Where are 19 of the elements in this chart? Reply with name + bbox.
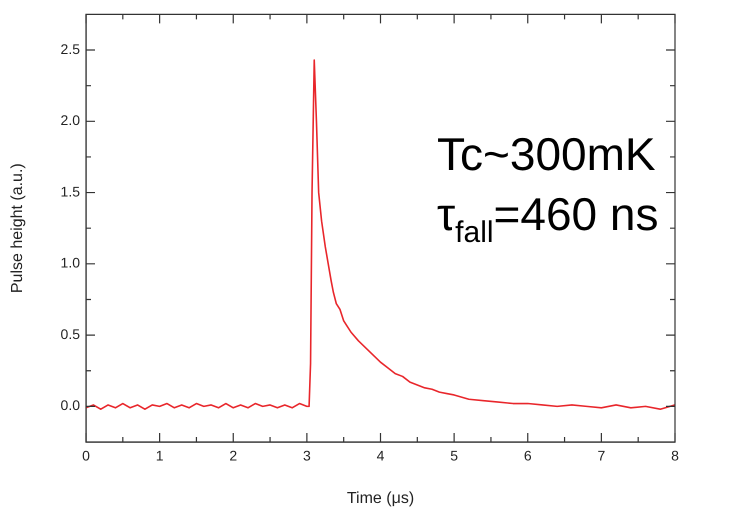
x-tick-label: 4: [376, 447, 385, 464]
x-tick-label: 3: [302, 447, 311, 464]
x-tick-label: 6: [524, 447, 532, 464]
annotation: τ$_{fall}$=460 ns: [436, 187, 660, 249]
y-tick-label: 2.5: [60, 40, 80, 57]
x-tick-label: 8: [671, 447, 680, 464]
x-tick-label: 7: [597, 447, 606, 464]
x-tick-label: 2: [229, 447, 238, 464]
annotation: Tc~300mK: [433, 126, 660, 182]
y-tick-label: 1.5: [60, 183, 80, 200]
y-axis-title: Pulse height (a.u.): [9, 163, 26, 294]
x-tick-label: 1: [156, 447, 164, 464]
y-tick-label: 0.0: [60, 397, 80, 414]
x-axis-title: Time (μs): [346, 490, 414, 507]
y-tick-label: 1.0: [60, 254, 80, 271]
x-tick-label: 5: [450, 447, 458, 464]
y-tick-label: 0.5: [60, 326, 80, 342]
x-tick-label: 0: [82, 447, 90, 464]
y-tick-label: 2.0: [60, 112, 80, 128]
